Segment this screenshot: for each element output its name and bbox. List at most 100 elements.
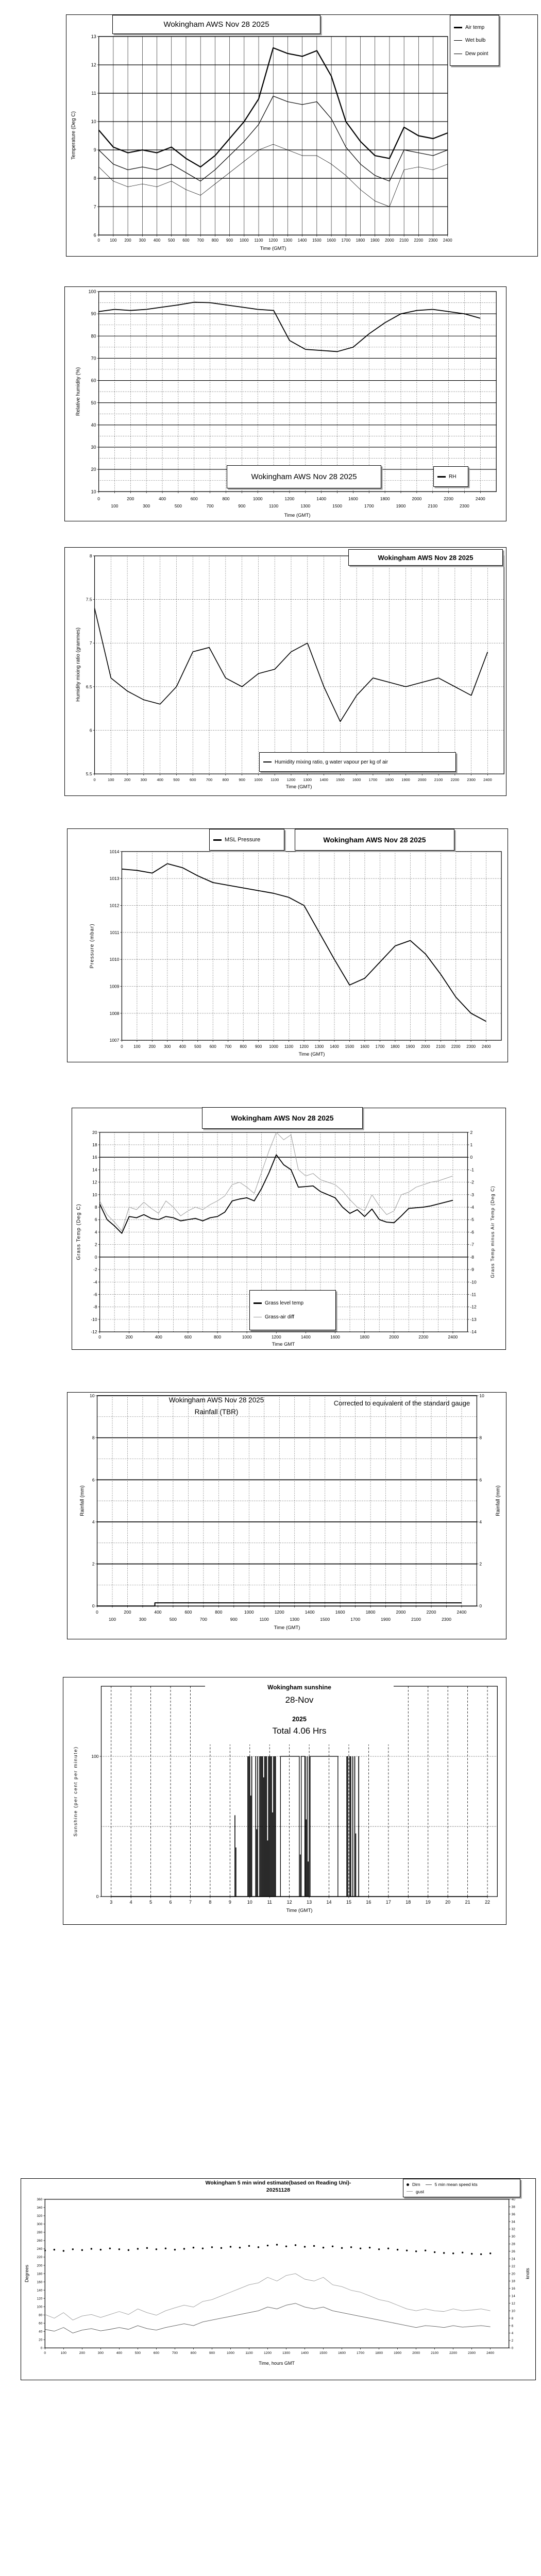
mixing-ratio-legend: Humidity mixing ratio, g water vapour pe… [259,752,456,772]
grass-air-diff-line-swatch [253,1316,262,1318]
svg-text:1600: 1600 [327,238,336,243]
legend-label: Air temp [465,24,485,30]
legend-item-mixing-ratio: Humidity mixing ratio, g water vapour pe… [263,759,452,765]
svg-text:-3: -3 [470,1192,474,1197]
mean-speed-line-swatch [425,2184,432,2185]
svg-text:-10: -10 [470,1279,477,1284]
svg-text:1500: 1500 [345,1044,354,1049]
svg-text:0: 0 [93,777,95,782]
air-temp-line-swatch [454,26,462,28]
wind-legend: Dirn 5 min mean speed kts gust [403,2179,520,2197]
series-rh [98,301,481,352]
svg-text:2100: 2100 [431,2351,438,2355]
svg-text:2100: 2100 [428,503,437,509]
svg-text:500: 500 [170,1617,177,1622]
relative-humidity-grid-layer: 0 100 200 300 400 500 600 700 800 900 1000 1100 1200… [89,289,497,509]
svg-text:-5: -5 [470,1217,474,1222]
svg-text:1200: 1200 [285,496,295,501]
svg-text:6: 6 [94,232,96,238]
svg-text:1007: 1007 [110,1038,120,1043]
svg-text:18: 18 [512,2280,516,2283]
svg-text:1500: 1500 [332,503,342,509]
svg-text:8: 8 [94,176,96,181]
svg-text:1600: 1600 [348,496,358,501]
svg-text:1800: 1800 [380,496,390,501]
svg-text:400: 400 [116,2351,123,2355]
svg-text:-12: -12 [91,1329,97,1334]
svg-text:0: 0 [95,1255,97,1260]
svg-text:700: 700 [207,503,214,509]
svg-text:100: 100 [109,1617,116,1622]
svg-text:15: 15 [346,1900,351,1905]
svg-text:600: 600 [182,238,190,243]
svg-text:1000: 1000 [253,496,263,501]
svg-text:220: 220 [37,2256,43,2259]
grass-temp-chart-title: Wokingham AWS Nov 28 2025 [202,1107,363,1129]
svg-text:1900: 1900 [396,503,406,509]
svg-text:100: 100 [110,238,117,243]
svg-text:-12: -12 [470,1304,477,1310]
svg-text:1000: 1000 [227,2351,234,2355]
pressure-plot: 0 100 200 300 400 500 600 700 800 900 1000 1100 1200… [110,849,502,1049]
svg-text:14: 14 [327,1900,332,1905]
wind-estimate-grid-layer: 0 100 200 300 400 500 600 700 800 900 1000 1100 1200… [37,2198,516,2355]
svg-text:1400: 1400 [301,1334,311,1340]
svg-text:-2: -2 [93,1267,97,1272]
svg-text:700: 700 [206,777,212,782]
svg-text:2300: 2300 [460,503,469,509]
svg-text:1200: 1200 [287,777,296,782]
mixing-ratio-chart-title: Wokingham AWS Nov 28 2025 [348,549,503,566]
grass-temp-legend: Grass level temp Grass-air diff [249,1290,336,1330]
svg-text:60: 60 [39,2321,43,2325]
svg-text:0: 0 [44,2351,46,2355]
grass-temp-plot: 0 200 400 600 800 1000 1200 1400 1600 1800 2000 220… [91,1130,477,1340]
svg-text:200: 200 [127,496,134,501]
svg-text:38: 38 [512,2205,516,2209]
air-temperature-series-layer [98,47,448,207]
svg-text:8: 8 [95,1205,97,1210]
wind-y-axis-label: Degrees [24,2264,29,2283]
humidity-legend: RH [433,466,468,487]
svg-text:1000: 1000 [240,238,249,243]
svg-text:600: 600 [184,1334,192,1340]
svg-text:1100: 1100 [254,238,263,243]
svg-text:260: 260 [37,2239,43,2243]
svg-text:2000: 2000 [421,1044,430,1049]
svg-text:2100: 2100 [434,777,443,782]
svg-text:1011: 1011 [110,930,119,935]
series-grass-air-diff [99,1132,453,1231]
svg-text:160: 160 [37,2280,43,2284]
svg-text:4: 4 [92,1519,95,1524]
svg-text:12: 12 [91,62,96,67]
svg-text:0: 0 [96,1894,99,1899]
svg-text:2000: 2000 [389,1334,399,1340]
svg-text:700: 700 [225,1044,232,1049]
svg-text:900: 900 [238,503,245,509]
svg-text:300: 300 [141,777,147,782]
svg-text:6: 6 [170,1900,172,1905]
wind-estimate-series-layer [44,2244,492,2333]
svg-text:2300: 2300 [468,2351,476,2355]
svg-text:30: 30 [512,2235,516,2239]
svg-text:2000: 2000 [418,777,427,782]
svg-text:1000: 1000 [254,777,263,782]
svg-text:2000: 2000 [412,2351,420,2355]
svg-text:0: 0 [98,1334,101,1340]
svg-text:1900: 1900 [370,238,380,243]
svg-text:2000: 2000 [412,496,421,501]
grass-temp-x-axis-label: Time GMT [272,1342,295,1347]
svg-text:1700: 1700 [376,1044,385,1049]
svg-text:200: 200 [37,2264,43,2267]
svg-text:900: 900 [209,2351,215,2355]
svg-text:300: 300 [164,1044,171,1049]
pressure-chart: 0 100 200 300 400 500 600 700 800 900 1000 1100 1200… [67,828,508,1062]
svg-text:-14: -14 [470,1329,477,1334]
svg-text:10: 10 [91,489,96,494]
svg-text:0: 0 [97,238,100,243]
humidity-y-axis-label: Relative humidity (%) [75,367,81,416]
svg-text:600: 600 [210,1044,217,1049]
svg-text:1000: 1000 [244,1609,254,1615]
sunshine-plot: 3 4 5 6 7 8 9 10 11 12 13 14 15 16 17 18 19 20 21 22 0 100 [91,1686,498,1905]
rh-line-swatch [437,476,446,478]
svg-text:1200: 1200 [264,2351,272,2355]
